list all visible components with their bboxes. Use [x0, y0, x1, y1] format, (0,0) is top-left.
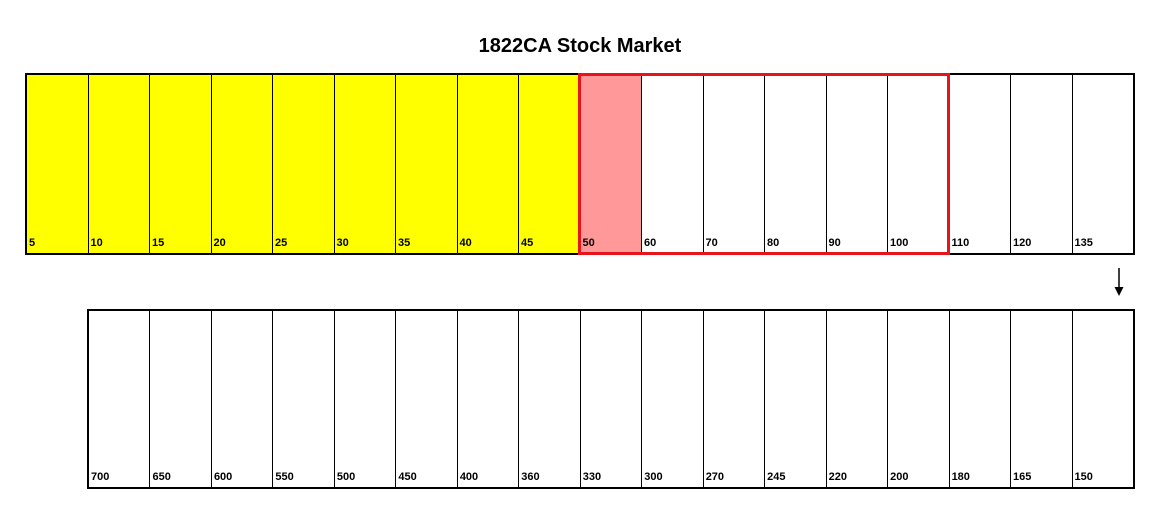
price-label: 300	[644, 471, 663, 483]
price-cell: 270	[703, 311, 766, 487]
price-cell: 330	[580, 311, 643, 487]
price-cell: 550	[273, 311, 335, 487]
price-label: 40	[459, 237, 472, 249]
price-label: 650	[152, 471, 171, 483]
price-label: 60	[644, 237, 657, 249]
price-cell: 180	[949, 311, 1012, 487]
price-cell: 360	[519, 311, 581, 487]
price-cell: 15	[150, 75, 212, 253]
price-label: 330	[582, 471, 602, 483]
price-label: 25	[275, 237, 288, 249]
price-cell: 110	[949, 75, 1011, 253]
price-cell: 200	[888, 311, 950, 487]
price-label: 10	[90, 237, 103, 249]
price-label: 165	[1013, 471, 1032, 483]
price-cell: 50	[580, 75, 642, 253]
price-cell: 150	[1072, 311, 1133, 487]
price-cell: 90	[826, 75, 888, 253]
price-cell: 600	[211, 311, 274, 487]
page-title: 1822CA Stock Market	[478, 35, 682, 57]
price-cell: 20	[211, 75, 273, 253]
price-cell: 5	[27, 75, 89, 253]
price-label: 245	[767, 471, 786, 483]
price-cell: 45	[519, 75, 581, 253]
price-cell: 10	[88, 75, 150, 253]
price-cell: 120	[1011, 75, 1073, 253]
price-label: 500	[336, 471, 356, 483]
price-cell: 35	[396, 75, 458, 253]
price-label: 70	[705, 237, 718, 249]
price-label: 5	[29, 237, 36, 249]
price-label: 50	[582, 237, 595, 249]
price-label: 220	[828, 471, 847, 483]
price-cell: 165	[1011, 311, 1073, 487]
price-label: 30	[336, 237, 349, 249]
price-cell: 25	[273, 75, 335, 253]
price-label: 270	[705, 471, 725, 483]
down-arrow-icon	[1114, 268, 1124, 296]
price-label: 360	[521, 471, 540, 483]
price-label: 110	[951, 237, 970, 249]
price-label: 550	[275, 471, 294, 483]
price-cell: 40	[457, 75, 519, 253]
price-cell: 400	[457, 311, 520, 487]
price-label: 135	[1074, 237, 1093, 249]
price-cell: 100	[888, 75, 950, 253]
price-label: 90	[828, 237, 841, 249]
price-cell: 300	[642, 311, 704, 487]
price-label: 600	[213, 471, 233, 483]
price-label: 400	[459, 471, 479, 483]
stock-track-bottom: 700 650 600 550 500 450 400 360 330 300 270 245 220 2…	[87, 309, 1135, 489]
price-label: 150	[1074, 471, 1093, 483]
price-label: 45	[521, 237, 534, 249]
price-label: 700	[91, 471, 110, 483]
price-label: 200	[890, 471, 909, 483]
price-cell: 135	[1072, 75, 1133, 253]
price-label: 180	[951, 471, 970, 483]
stock-track-top: 5 10 15 20 25 30 35 40 45 50 60 70 80 90 100 110 120 135	[25, 73, 1135, 255]
price-label: 15	[152, 237, 165, 249]
price-cell: 70	[703, 75, 765, 253]
price-cell: 450	[396, 311, 458, 487]
price-cell: 60	[642, 75, 704, 253]
price-label: 20	[213, 237, 226, 249]
price-cell: 30	[334, 75, 396, 253]
price-label: 450	[398, 471, 417, 483]
price-cell: 500	[334, 311, 397, 487]
price-cell: 220	[826, 311, 889, 487]
price-label: 100	[890, 237, 909, 249]
price-label: 35	[398, 237, 411, 249]
price-cell: 80	[765, 75, 827, 253]
price-cell: 245	[765, 311, 827, 487]
price-cell: 700	[89, 311, 151, 487]
price-label: 80	[767, 237, 780, 249]
price-cell: 650	[150, 311, 212, 487]
price-label: 120	[1013, 237, 1032, 249]
